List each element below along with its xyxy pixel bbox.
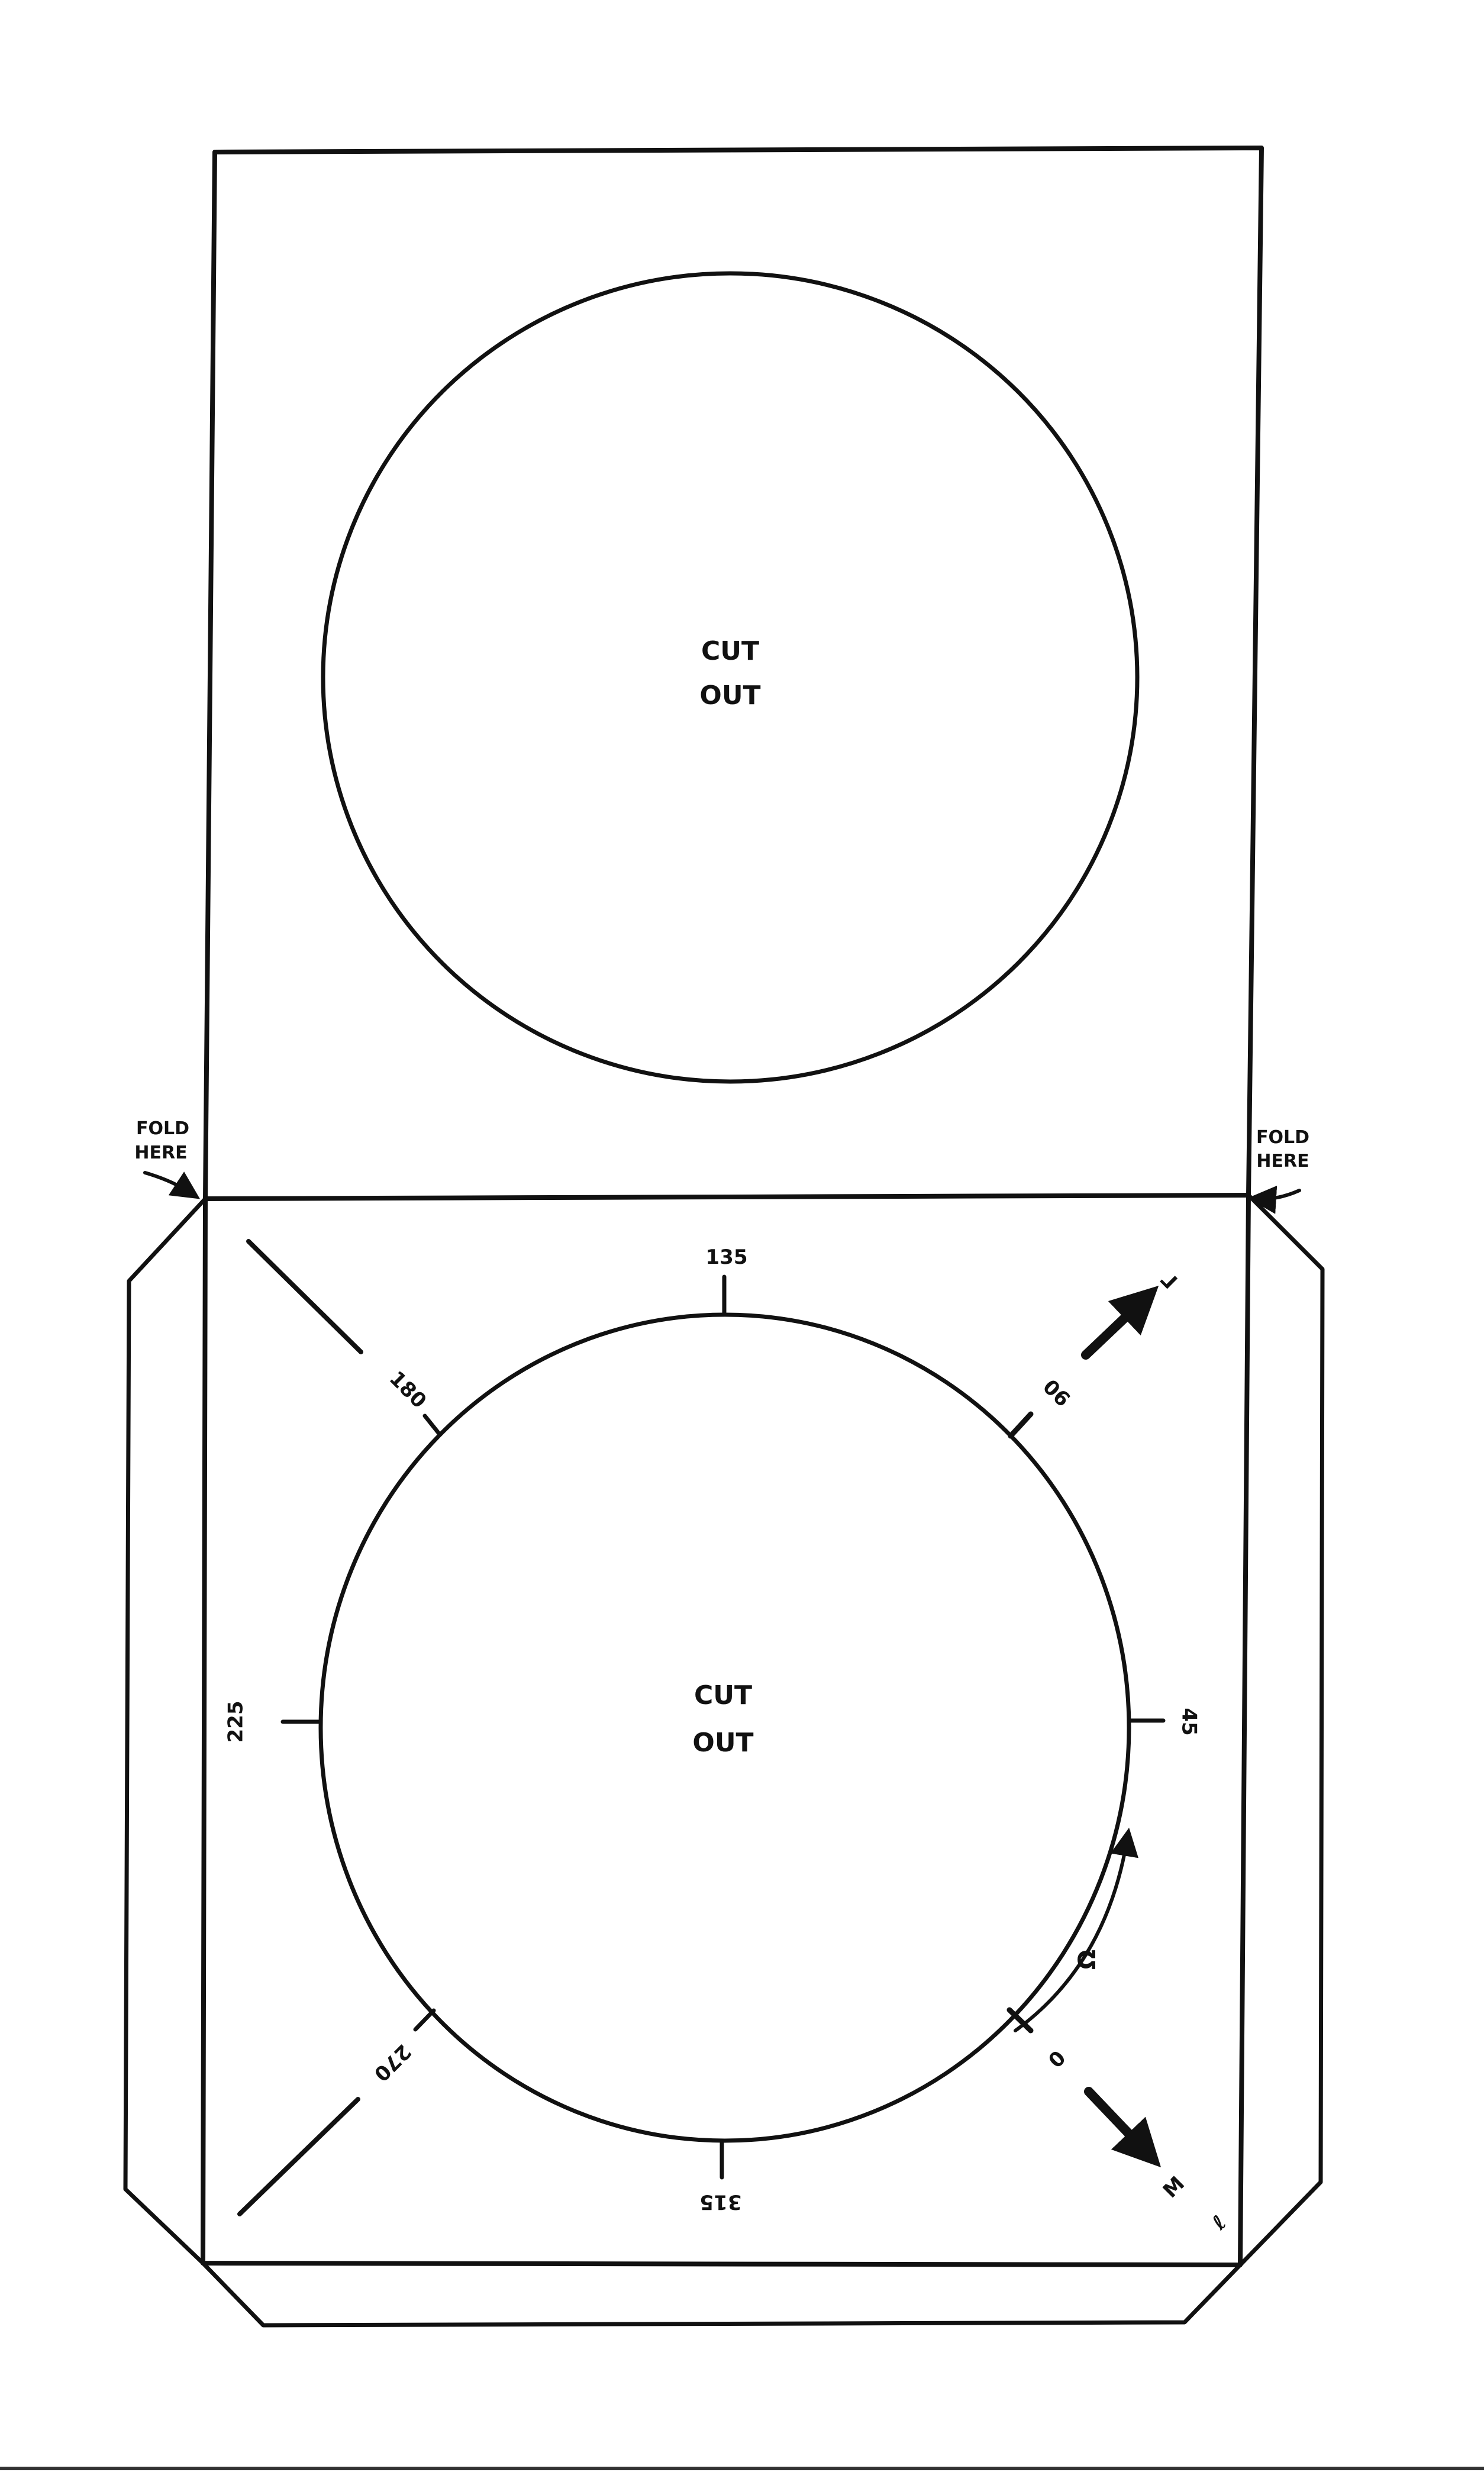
tick-90	[1008, 1411, 1034, 1439]
arrow-label-upper-right: Γ	[1157, 1267, 1183, 1293]
top-cutout-circle	[321, 271, 1140, 1084]
arrow-label-lower-right: M	[1159, 2172, 1189, 2203]
fold-label-right-line1: FOLD	[1256, 1127, 1309, 1148]
fold-arrow-left	[143, 1171, 201, 1199]
angle-label-45: 45	[1177, 1708, 1201, 1735]
right-flap	[1238, 1193, 1325, 2267]
omega-arc-arrow	[1014, 1828, 1138, 2032]
top-cutout-label-line2: OUT	[699, 680, 760, 711]
fold-label-left-line2: HERE	[134, 1143, 187, 1163]
left-flap	[123, 1196, 208, 2266]
fold-arrow-right	[1247, 1185, 1301, 1214]
arrow-label-omega: Ω	[1074, 1950, 1101, 1970]
fold-label-right: FOLD HERE	[1247, 1127, 1309, 1214]
guide-line-upper-left	[246, 1239, 363, 1354]
angle-label-225: 225	[224, 1701, 248, 1743]
angle-label-180: 180	[385, 1367, 431, 1413]
tick-0	[1006, 2007, 1034, 2034]
angle-label-90: 90	[1039, 1374, 1076, 1411]
fold-label-left-line1: FOLD	[136, 1118, 189, 1139]
top-cutout-label-line1: CUT	[701, 636, 759, 666]
arrow-label-corner: ℓ	[1207, 2211, 1231, 2235]
fold-label-right-line2: HERE	[1256, 1151, 1309, 1172]
top-panel: CUT OUT	[203, 146, 1264, 1201]
arrow-lower-right	[1084, 2087, 1162, 2168]
guide-line-lower-left	[237, 2097, 360, 2216]
arrow-upper-right	[1081, 1285, 1159, 1360]
fold-line	[203, 1193, 1251, 1201]
bottom-cutout-label-line1: CUT	[694, 1680, 752, 1711]
angle-label-135: 135	[706, 1245, 748, 1269]
bottom-cutout-label-line2: OUT	[692, 1728, 753, 1758]
angle-label-0: 0	[1044, 2046, 1070, 2073]
tick-180	[422, 1414, 441, 1436]
angle-label-315: 315	[700, 2190, 742, 2214]
tick-270	[413, 2008, 436, 2032]
fold-label-left: FOLD HERE	[134, 1118, 201, 1199]
bottom-panel-outline	[201, 1193, 1251, 2267]
bottom-flap	[201, 2261, 1243, 2328]
angle-label-270: 270	[369, 2039, 415, 2086]
top-panel-outline	[203, 146, 1264, 1201]
bottom-panel: CUT OUT 135 90 45 0 315 270 225 180 Ω Γ …	[123, 1193, 1325, 2328]
